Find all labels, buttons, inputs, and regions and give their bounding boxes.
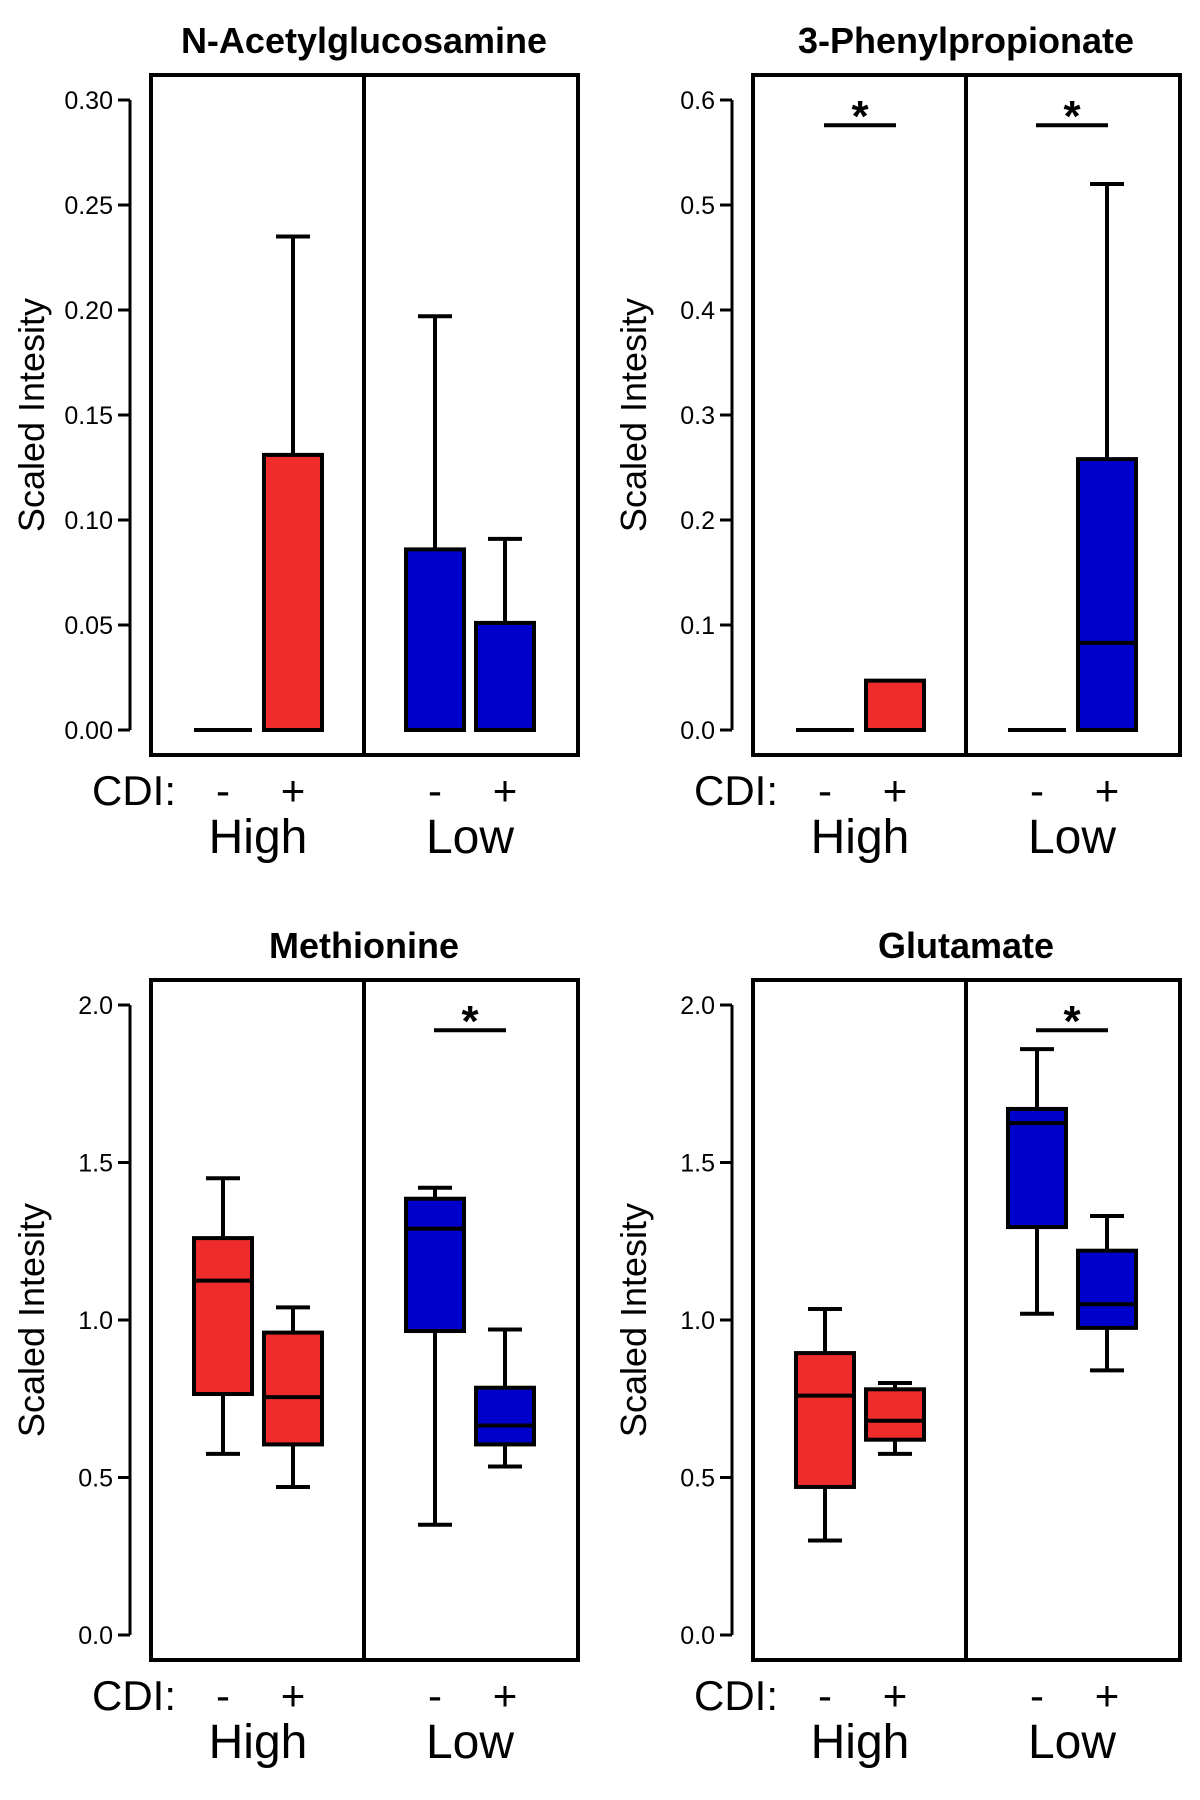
y-tick-label: 0.25: [64, 192, 113, 220]
x-cdi-label: -: [1030, 1672, 1044, 1719]
box-low-cdi-plus: [1076, 1214, 1138, 1373]
box-body: [404, 1196, 466, 1334]
significance-star: *: [851, 92, 869, 141]
box-body: [404, 547, 466, 733]
y-tick-label: 0.15: [64, 402, 113, 430]
y-tick-label: 0.5: [78, 1465, 113, 1493]
x-cdi-label: -: [216, 767, 230, 814]
y-tick-label: 0.2: [680, 507, 715, 535]
y-tick-label: 1.0: [78, 1307, 113, 1335]
x-group-label: Low: [1028, 811, 1116, 864]
x-group-label: Low: [426, 811, 514, 864]
panel-title: 3-Phenylpropionate: [798, 20, 1134, 61]
box-low-cdi-plus: [474, 1327, 536, 1469]
x-cdi-prefix: CDI:: [92, 767, 176, 814]
y-tick-label: 2.0: [78, 992, 113, 1020]
y-tick-label: 0.30: [64, 87, 113, 115]
significance-star: *: [461, 997, 479, 1046]
box-low-cdi-minus: [404, 314, 466, 733]
y-tick-label: 0.00: [64, 717, 113, 745]
x-cdi-label: -: [1030, 767, 1044, 814]
box-body: [474, 1385, 536, 1447]
box-body: [1006, 1106, 1068, 1230]
y-tick-label: 1.0: [680, 1307, 715, 1335]
x-cdi-label: +: [493, 1672, 518, 1719]
box-body: [864, 1387, 926, 1442]
box-low-cdi-minus: [404, 1185, 466, 1527]
y-tick-label: 0.5: [680, 192, 715, 220]
box-body: [864, 678, 926, 733]
x-group-label: High: [811, 811, 910, 864]
x-group-label: High: [209, 811, 308, 864]
x-cdi-label: -: [428, 767, 442, 814]
x-cdi-prefix: CDI:: [92, 1672, 176, 1719]
y-tick-label: 1.5: [680, 1150, 715, 1178]
chart-panel-4: Glutamate 0.0 0.5 1.0 1.5 2.0 Scaled Intesity *…: [613, 925, 1182, 1769]
y-axis-label: Scaled Intesity: [11, 1203, 52, 1437]
x-cdi-label: +: [281, 767, 306, 814]
chart-panel-3: Methionine 0.0 0.5 1.0 1.5 2.0 Scaled Intesity…: [11, 925, 580, 1769]
y-axis-label: Scaled Intesity: [613, 1203, 654, 1437]
panel-title: Methionine: [269, 925, 459, 966]
chart-panel-2: 3-Phenylpropionate 0.0 0.1 0.2 0.3 0.4 0.5 0.6 S…: [613, 20, 1182, 864]
y-axis-label: Scaled Intesity: [11, 298, 52, 532]
x-group-label: High: [209, 1716, 308, 1769]
box-high-cdi-plus: [864, 678, 926, 733]
y-tick-label: 0.10: [64, 507, 113, 535]
y-tick-label: 0.0: [680, 1622, 715, 1650]
y-tick-label: 0.20: [64, 297, 113, 325]
y-tick-label: 0.0: [78, 1622, 113, 1650]
panel-title: N-Acetylglucosamine: [181, 20, 547, 61]
x-cdi-label: +: [883, 767, 908, 814]
y-tick-label: 2.0: [680, 992, 715, 1020]
y-tick-label: 0.4: [680, 297, 715, 325]
y-tick-label: 1.5: [78, 1150, 113, 1178]
x-group-label: Low: [1028, 1716, 1116, 1769]
x-cdi-label: -: [428, 1672, 442, 1719]
y-tick-label: 0.6: [680, 87, 715, 115]
box-high-cdi-minus: [794, 1306, 856, 1543]
box-low-cdi-minus: [1006, 1047, 1068, 1316]
significance-star: *: [1063, 92, 1081, 141]
box-body: [262, 1330, 324, 1447]
y-tick-label: 0.05: [64, 612, 113, 640]
x-cdi-label: -: [216, 1672, 230, 1719]
y-tick-label: 0.3: [680, 402, 715, 430]
box-high-cdi-plus: [864, 1381, 926, 1456]
x-cdi-label: -: [818, 767, 832, 814]
x-cdi-label: +: [493, 767, 518, 814]
box-body: [474, 620, 536, 733]
box-high-cdi-minus: [192, 1176, 254, 1456]
x-group-label: High: [811, 1716, 910, 1769]
x-cdi-label: -: [818, 1672, 832, 1719]
y-tick-label: 0.1: [680, 612, 715, 640]
box-body: [262, 452, 324, 732]
y-axis-label: Scaled Intesity: [613, 298, 654, 532]
x-cdi-label: +: [1095, 767, 1120, 814]
box-low-cdi-plus: [1076, 182, 1138, 732]
x-cdi-prefix: CDI:: [694, 767, 778, 814]
box-body: [794, 1351, 856, 1489]
x-cdi-prefix: CDI:: [694, 1672, 778, 1719]
box-low-cdi-plus: [474, 536, 536, 733]
significance-star: *: [1063, 997, 1081, 1046]
chart-panel-1: N-Acetylglucosamine 0.00 0.05 0.10 0.15 0.20 0…: [11, 20, 580, 864]
box-body: [1076, 1248, 1138, 1330]
y-tick-label: 0.5: [680, 1465, 715, 1493]
x-cdi-label: +: [1095, 1672, 1120, 1719]
panel-title: Glutamate: [878, 925, 1054, 966]
box-body: [1076, 457, 1138, 732]
x-group-label: Low: [426, 1716, 514, 1769]
x-cdi-label: +: [281, 1672, 306, 1719]
box-body: [192, 1236, 254, 1397]
y-tick-label: 0.0: [680, 717, 715, 745]
x-cdi-label: +: [883, 1672, 908, 1719]
box-high-cdi-plus: [262, 234, 324, 732]
box-high-cdi-plus: [262, 1305, 324, 1489]
